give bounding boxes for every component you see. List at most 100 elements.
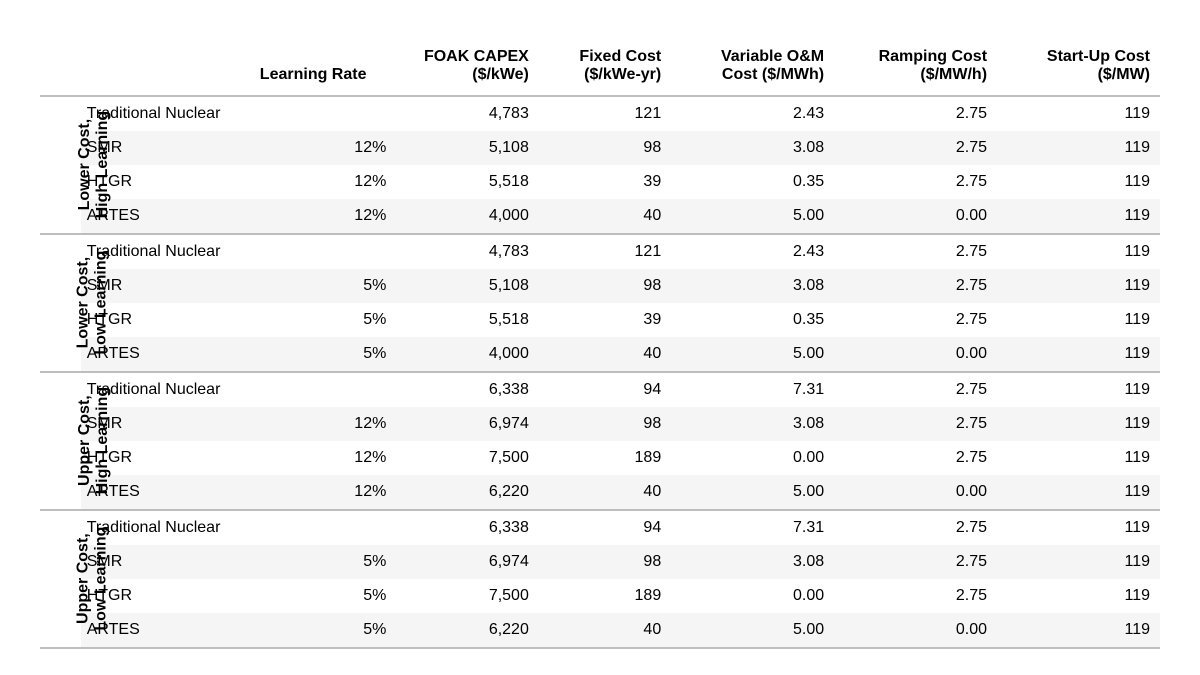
cell-var_om: 3.08: [671, 269, 834, 303]
cell-foak_capex: 4,783: [396, 234, 539, 269]
cell-var_om: 7.31: [671, 510, 834, 545]
header-row: Learning Rate FOAK CAPEX ($/kWe) Fixed C…: [40, 40, 1160, 96]
cell-var_om: 0.35: [671, 165, 834, 199]
cell-learning_rate: 12%: [254, 441, 397, 475]
cell-fixed_cost: 98: [539, 269, 671, 303]
cell-ramping: 2.75: [834, 165, 997, 199]
cell-startup: 119: [997, 441, 1160, 475]
cell-learning_rate: 5%: [254, 545, 397, 579]
cell-ramping: 2.75: [834, 372, 997, 407]
cell-fixed_cost: 98: [539, 407, 671, 441]
cell-fixed_cost: 189: [539, 579, 671, 613]
cell-foak_capex: 4,000: [396, 337, 539, 372]
cell-learning_rate: 12%: [254, 165, 397, 199]
cell-startup: 119: [997, 337, 1160, 372]
cell-var_om: 2.43: [671, 234, 834, 269]
table-row: ARTES5%6,220405.000.00119: [40, 613, 1160, 648]
cell-fixed_cost: 189: [539, 441, 671, 475]
table-row: HTGR12%5,518390.352.75119: [40, 165, 1160, 199]
cell-learning_rate: 12%: [254, 407, 397, 441]
cell-fixed_cost: 121: [539, 96, 671, 131]
cell-fixed_cost: 121: [539, 234, 671, 269]
cell-fixed_cost: 40: [539, 613, 671, 648]
cell-foak_capex: 6,338: [396, 372, 539, 407]
table-row: HTGR5%5,518390.352.75119: [40, 303, 1160, 337]
cell-startup: 119: [997, 303, 1160, 337]
table-body: Lower Cost,High LearningTraditional Nucl…: [40, 96, 1160, 648]
table-row: Upper Cost,Low LearningTraditional Nucle…: [40, 510, 1160, 545]
cell-fixed_cost: 40: [539, 475, 671, 510]
cell-startup: 119: [997, 165, 1160, 199]
cell-fixed_cost: 39: [539, 303, 671, 337]
cell-foak_capex: 5,518: [396, 303, 539, 337]
cell-var_om: 5.00: [671, 337, 834, 372]
group-label: Lower Cost,Low Learning: [40, 234, 81, 372]
table-row: SMR12%6,974983.082.75119: [40, 407, 1160, 441]
cell-var_om: 7.31: [671, 372, 834, 407]
cell-var_om: 0.35: [671, 303, 834, 337]
table-row: Lower Cost,Low LearningTraditional Nucle…: [40, 234, 1160, 269]
cell-ramping: 2.75: [834, 303, 997, 337]
cell-var_om: 2.43: [671, 96, 834, 131]
cell-learning_rate: [254, 372, 397, 407]
cell-startup: 119: [997, 96, 1160, 131]
cell-startup: 119: [997, 545, 1160, 579]
cell-learning_rate: [254, 510, 397, 545]
group-label-text: Lower Cost,High Learning: [76, 111, 111, 219]
cell-var_om: 5.00: [671, 475, 834, 510]
cell-ramping: 2.75: [834, 510, 997, 545]
group-label-text: Lower Cost,Low Learning: [74, 251, 109, 355]
cell-fixed_cost: 98: [539, 131, 671, 165]
cell-var_om: 3.08: [671, 545, 834, 579]
header-blank: [40, 40, 254, 96]
col-fixed-cost: Fixed Cost ($/kWe-yr): [539, 40, 671, 96]
cell-startup: 119: [997, 407, 1160, 441]
cell-ramping: 2.75: [834, 545, 997, 579]
cell-foak_capex: 6,338: [396, 510, 539, 545]
cell-learning_rate: 5%: [254, 613, 397, 648]
cell-ramping: 2.75: [834, 131, 997, 165]
cell-foak_capex: 6,974: [396, 545, 539, 579]
cell-var_om: 5.00: [671, 613, 834, 648]
table-row: Lower Cost,High LearningTraditional Nucl…: [40, 96, 1160, 131]
cell-learning_rate: [254, 96, 397, 131]
cell-startup: 119: [997, 234, 1160, 269]
cell-ramping: 2.75: [834, 234, 997, 269]
cell-ramping: 0.00: [834, 337, 997, 372]
cell-learning_rate: 5%: [254, 303, 397, 337]
cost-table: Learning Rate FOAK CAPEX ($/kWe) Fixed C…: [40, 40, 1160, 649]
cell-foak_capex: 7,500: [396, 579, 539, 613]
cell-learning_rate: 12%: [254, 131, 397, 165]
table-row: ARTES5%4,000405.000.00119: [40, 337, 1160, 372]
cell-foak_capex: 4,000: [396, 199, 539, 234]
cell-ramping: 2.75: [834, 579, 997, 613]
table-row: ARTES12%4,000405.000.00119: [40, 199, 1160, 234]
cell-ramping: 2.75: [834, 96, 997, 131]
cell-fixed_cost: 40: [539, 337, 671, 372]
col-var-om: Variable O&M Cost ($/MWh): [671, 40, 834, 96]
cell-startup: 119: [997, 131, 1160, 165]
cell-var_om: 3.08: [671, 407, 834, 441]
cell-foak_capex: 6,220: [396, 475, 539, 510]
table-row: HTGR12%7,5001890.002.75119: [40, 441, 1160, 475]
cell-fixed_cost: 94: [539, 510, 671, 545]
col-learning-rate: Learning Rate: [254, 40, 397, 96]
cell-ramping: 0.00: [834, 613, 997, 648]
cell-startup: 119: [997, 372, 1160, 407]
cell-var_om: 3.08: [671, 131, 834, 165]
cell-learning_rate: 12%: [254, 475, 397, 510]
cell-var_om: 0.00: [671, 441, 834, 475]
table-row: Upper Cost,High LearningTraditional Nucl…: [40, 372, 1160, 407]
group-label: Lower Cost,High Learning: [40, 96, 81, 234]
cell-startup: 119: [997, 199, 1160, 234]
cell-foak_capex: 6,974: [396, 407, 539, 441]
group-label: Upper Cost,Low Learning: [40, 510, 81, 648]
cell-fixed_cost: 40: [539, 199, 671, 234]
cell-ramping: 2.75: [834, 407, 997, 441]
cell-startup: 119: [997, 613, 1160, 648]
group-label-text: Upper Cost,High Learning: [76, 387, 111, 495]
cell-ramping: 2.75: [834, 269, 997, 303]
cell-learning_rate: [254, 234, 397, 269]
col-ramping: Ramping Cost ($/MW/h): [834, 40, 997, 96]
cell-fixed_cost: 94: [539, 372, 671, 407]
